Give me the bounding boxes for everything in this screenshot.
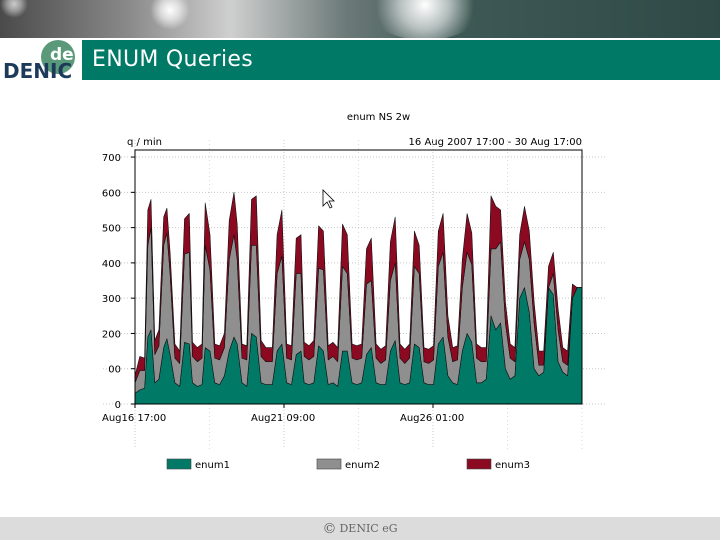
y-tick-label: 500 (102, 224, 121, 235)
y-tick-label: 00 (108, 365, 121, 376)
chart-container: enum NS 2w q / min 16 Aug 2007 17:00 - 30 … (95, 100, 615, 494)
legend-swatch-enum3 (466, 458, 492, 470)
y-tick-label: 300 (102, 294, 121, 305)
copyright-symbol: © (322, 521, 337, 537)
banner-glow (0, 0, 28, 18)
footer-company: DENIC eG (339, 522, 398, 535)
chart-background (95, 100, 615, 490)
y-tick-label: 400 (102, 259, 121, 270)
plot-frame (134, 149, 583, 405)
y-tick-label: 700 (102, 153, 121, 164)
legend-label-enum1: enum1 (195, 460, 230, 471)
logo-badge-text: de (50, 45, 74, 65)
date-range-label: 16 Aug 2007 17:00 - 30 Aug 17:00 (409, 137, 582, 148)
y-axis-label: q / min (127, 137, 162, 148)
y-tick-label: 200 (102, 329, 121, 340)
legend-label-enum2: enum2 (345, 460, 380, 471)
legend-swatch-enum2 (316, 458, 342, 470)
enum-queries-chart: enum NS 2w q / min 16 Aug 2007 17:00 - 30 … (95, 100, 615, 490)
top-banner (0, 0, 720, 38)
y-tick-label: 0 (115, 400, 121, 411)
mouse-cursor-icon (322, 189, 335, 209)
footer-bar: © DENIC eG (0, 517, 720, 540)
denic-logo-graphic: de DENIC (3, 40, 75, 82)
logo-badge-circle (41, 40, 75, 74)
banner-glow (150, 0, 190, 30)
legend-label-enum3: enum3 (495, 460, 530, 471)
title-bar: ENUM Queries (82, 40, 720, 80)
x-tick-label: Aug26 01:00 (400, 413, 464, 424)
banner-glow (365, 0, 485, 38)
denic-logo: de DENIC (0, 38, 82, 82)
logo-main-text: DENIC (3, 59, 72, 82)
legend-swatch-enum1 (166, 458, 192, 470)
series-area-enum3 (134, 192, 583, 384)
x-tick-label: Aug16 17:00 (102, 413, 166, 424)
chart-title: enum NS 2w (347, 112, 410, 123)
y-tick-label: 600 (102, 188, 121, 199)
footer-text: © DENIC eG (0, 521, 720, 537)
slide-title: ENUM Queries (92, 47, 253, 72)
x-tick-label: Aug21 09:00 (251, 413, 315, 424)
